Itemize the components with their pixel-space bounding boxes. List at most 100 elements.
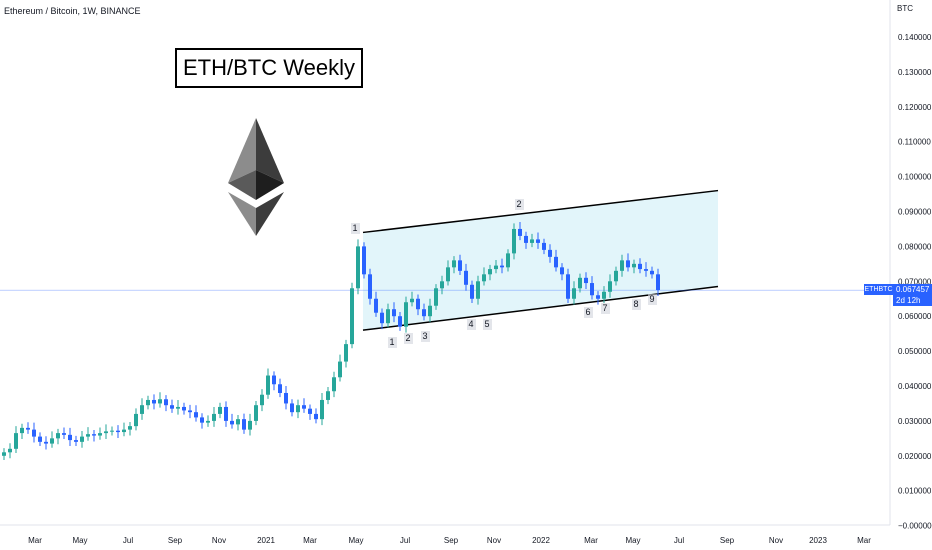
candle[interactable] <box>266 368 270 399</box>
candle[interactable] <box>98 427 102 440</box>
candle[interactable] <box>224 401 228 427</box>
candle[interactable] <box>44 436 48 450</box>
candle[interactable] <box>104 424 108 440</box>
candle[interactable] <box>164 395 168 412</box>
candle[interactable] <box>380 308 384 330</box>
candle[interactable] <box>86 427 90 441</box>
candle[interactable] <box>176 399 180 415</box>
candle[interactable] <box>620 254 624 277</box>
candle[interactable] <box>272 371 276 391</box>
candle[interactable] <box>470 280 474 303</box>
candle[interactable] <box>332 371 336 398</box>
candle[interactable] <box>74 435 78 447</box>
candle[interactable] <box>584 272 588 289</box>
candle[interactable] <box>260 389 264 412</box>
chart-title-annotation[interactable]: ETH/BTC Weekly <box>175 48 363 88</box>
candle[interactable] <box>314 408 318 424</box>
candle[interactable] <box>362 242 366 279</box>
candle[interactable] <box>122 422 126 437</box>
candle[interactable] <box>110 426 114 436</box>
candle[interactable] <box>236 414 240 431</box>
candle[interactable] <box>428 298 432 323</box>
candle[interactable] <box>434 284 438 310</box>
candle[interactable] <box>392 302 396 323</box>
candle[interactable] <box>578 273 582 293</box>
candle[interactable] <box>590 276 594 300</box>
candle[interactable] <box>404 296 408 333</box>
candle[interactable] <box>230 413 234 429</box>
candle[interactable] <box>194 405 198 422</box>
candle[interactable] <box>506 249 510 272</box>
candle[interactable] <box>596 291 600 305</box>
wave-label[interactable]: 1 <box>389 337 394 347</box>
candle[interactable] <box>440 275 444 295</box>
candle[interactable] <box>602 286 606 303</box>
candle[interactable] <box>638 258 642 274</box>
candle[interactable] <box>374 291 378 317</box>
candle[interactable] <box>494 260 498 274</box>
wave-label[interactable]: 2 <box>516 199 521 209</box>
wave-label[interactable]: 8 <box>633 299 638 309</box>
candle[interactable] <box>50 431 54 448</box>
candle[interactable] <box>62 427 66 440</box>
wave-label[interactable]: 4 <box>468 319 473 329</box>
candle[interactable] <box>608 274 612 298</box>
candle[interactable] <box>656 268 660 296</box>
candle[interactable] <box>554 249 558 272</box>
candle[interactable] <box>398 312 402 331</box>
candle[interactable] <box>278 378 282 398</box>
candle[interactable] <box>416 294 420 316</box>
candle[interactable] <box>140 398 144 420</box>
wave-label[interactable]: 6 <box>585 307 590 317</box>
candle[interactable] <box>560 263 564 281</box>
candle[interactable] <box>338 354 342 382</box>
candle[interactable] <box>254 401 258 426</box>
candle[interactable] <box>482 267 486 286</box>
candle[interactable] <box>326 387 330 405</box>
candle[interactable] <box>68 427 72 447</box>
channel-lower-line[interactable] <box>362 285 719 331</box>
wave-label[interactable]: 1 <box>352 223 357 233</box>
candle[interactable] <box>572 281 576 305</box>
candle[interactable] <box>296 399 300 419</box>
candle[interactable] <box>8 443 12 459</box>
candle[interactable] <box>218 402 222 419</box>
candle[interactable] <box>20 423 24 440</box>
candle[interactable] <box>26 422 30 434</box>
channel-upper-line[interactable] <box>362 189 719 234</box>
candle[interactable] <box>524 231 528 249</box>
wave-label[interactable]: 2 <box>405 333 410 343</box>
wave-label[interactable]: 9 <box>649 294 654 304</box>
candle[interactable] <box>644 262 648 277</box>
candle[interactable] <box>512 223 516 260</box>
wave-label[interactable]: 5 <box>484 319 489 329</box>
candle[interactable] <box>200 413 204 429</box>
candle[interactable] <box>116 425 120 439</box>
candle[interactable] <box>488 264 492 281</box>
candle[interactable] <box>188 404 192 419</box>
candle[interactable] <box>242 413 246 434</box>
candle[interactable] <box>410 291 414 307</box>
candle[interactable] <box>2 448 6 460</box>
candle[interactable] <box>536 232 540 249</box>
candle[interactable] <box>32 422 36 443</box>
candle[interactable] <box>356 239 360 295</box>
candle[interactable] <box>548 244 552 263</box>
candle[interactable] <box>128 421 132 436</box>
candle[interactable] <box>134 408 138 431</box>
wave-label[interactable]: 7 <box>602 303 607 313</box>
candle[interactable] <box>650 266 654 279</box>
candle[interactable] <box>38 432 42 447</box>
candle[interactable] <box>500 258 504 274</box>
candle[interactable] <box>518 221 522 241</box>
candle[interactable] <box>158 392 162 408</box>
candle[interactable] <box>350 282 354 349</box>
candle[interactable] <box>614 266 618 286</box>
candle[interactable] <box>146 395 150 410</box>
candle[interactable] <box>452 256 456 274</box>
candle[interactable] <box>458 254 462 276</box>
candle[interactable] <box>446 260 450 286</box>
candle[interactable] <box>284 386 288 410</box>
candle[interactable] <box>14 426 18 454</box>
candle[interactable] <box>632 259 636 274</box>
